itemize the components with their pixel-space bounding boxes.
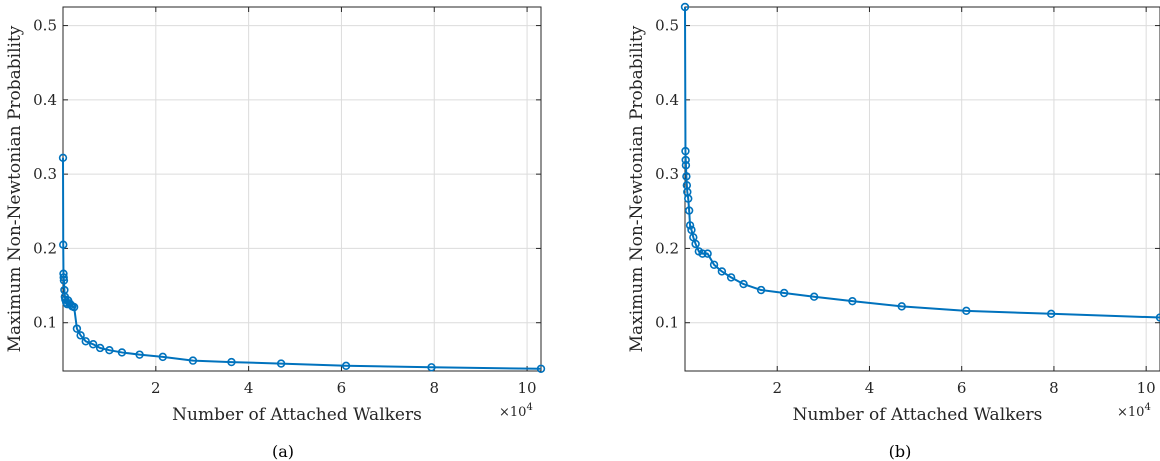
p0-data-point-28 <box>427 363 436 372</box>
p0-data-point-19 <box>95 343 105 353</box>
exponent-label-a: ×104 <box>499 402 533 420</box>
p1-data-point-1 <box>681 146 690 156</box>
p1-data-point-23 <box>848 296 857 306</box>
p0-y-axis-label: Maximum Non-Newtonian Probability <box>5 25 25 352</box>
p0-data-point-27 <box>341 361 351 370</box>
p1-data-point-18 <box>726 273 736 282</box>
p1-data-point-9 <box>685 221 695 230</box>
p1-data-point-25 <box>962 306 971 316</box>
p1-xtick-label-4: 10 <box>1137 379 1156 397</box>
p0-data-point-0 <box>58 153 68 163</box>
p0-data-point-29 <box>536 364 546 373</box>
p0-ytick-label-1: 0.2 <box>33 239 57 257</box>
p1-data-point-26 <box>1046 309 1056 318</box>
p1-data-point-2 <box>681 155 690 165</box>
p1-data-point-17 <box>717 267 727 276</box>
p1-data-point-10 <box>687 225 696 235</box>
p0-data-point-25 <box>227 357 236 367</box>
p0-data-point-14 <box>69 302 79 312</box>
p0-ytick-label-2: 0.3 <box>33 165 57 183</box>
p1-data-point-16 <box>709 260 719 269</box>
p0-xtick-label-3: 8 <box>429 379 439 397</box>
p1-xtick-label-2: 6 <box>957 379 967 397</box>
p0-ytick-label-4: 0.5 <box>33 17 57 35</box>
p1-x-axis-label: Number of Attached Walkers <box>793 405 1043 425</box>
p1-ytick-label-4: 0.5 <box>655 17 679 35</box>
p0-data-point-16 <box>76 331 85 340</box>
p1-data-point-21 <box>779 288 789 298</box>
caption-b: (b) <box>889 442 912 461</box>
panel-a: 2 4 6 8 10 0.1 0.2 0.3 0.4 0.5 Number of Attached … <box>5 6 546 425</box>
exponent-label-b: ×104 <box>1117 402 1151 420</box>
p1-data-point-22 <box>809 292 819 301</box>
p0-x-axis-label: Number of Attached Walkers <box>172 405 422 425</box>
p0-data-point-15 <box>72 324 82 333</box>
p1-ytick-label-1: 0.2 <box>655 239 679 257</box>
p1-data-point-15 <box>703 249 712 258</box>
p0-data-point-21 <box>117 348 127 357</box>
p0-series-line-0 <box>62 157 542 370</box>
p1-data-point-0 <box>680 2 690 12</box>
p0-ytick-label-0: 0.1 <box>33 314 57 332</box>
p0-ytick-label-3: 0.4 <box>33 91 57 109</box>
p0-data-point-23 <box>158 352 167 362</box>
panel-b: 2 4 6 8 10 0.1 0.2 0.3 0.4 0.5 Number of Attached … <box>627 2 1160 425</box>
p0-xtick-label-2: 6 <box>337 379 347 397</box>
caption-a: (a) <box>272 442 294 461</box>
p0-data-point-3 <box>59 273 68 282</box>
p1-xtick-label-0: 2 <box>772 379 782 397</box>
p1-axes-box <box>684 6 1160 372</box>
p1-ytick-label-0: 0.1 <box>655 314 679 332</box>
p1-data-point-3 <box>681 161 691 170</box>
p0-data-point-17 <box>81 337 90 346</box>
p1-data-point-20 <box>756 285 766 295</box>
p0-axes-box <box>62 6 542 372</box>
p0-xtick-label-4: 10 <box>518 379 537 397</box>
p1-data-point-19 <box>739 279 748 289</box>
p1-ytick-label-2: 0.3 <box>655 165 679 183</box>
p1-y-axis-label: Maximum Non-Newtonian Probability <box>627 25 647 352</box>
p1-data-point-4 <box>682 172 691 181</box>
p0-data-point-26 <box>276 359 286 368</box>
p1-series-line-0 <box>684 6 1160 319</box>
p0-xtick-label-0: 2 <box>151 379 161 397</box>
p0-data-point-20 <box>105 346 114 355</box>
p1-data-point-12 <box>691 239 700 249</box>
p1-xtick-label-3: 8 <box>1049 379 1059 397</box>
p1-xtick-label-1: 4 <box>865 379 875 397</box>
p0-data-point-24 <box>188 356 198 365</box>
p1-data-point-7 <box>684 194 693 203</box>
p0-data-point-4 <box>59 276 69 285</box>
p1-data-point-14 <box>698 249 707 258</box>
p1-ytick-label-3: 0.4 <box>655 91 679 109</box>
p1-data-point-8 <box>684 206 694 215</box>
p0-data-point-1 <box>59 240 68 249</box>
p0-data-point-22 <box>135 350 144 359</box>
p0-data-point-18 <box>88 340 98 349</box>
p0-xtick-label-1: 4 <box>244 379 254 397</box>
p1-data-point-24 <box>897 302 906 311</box>
